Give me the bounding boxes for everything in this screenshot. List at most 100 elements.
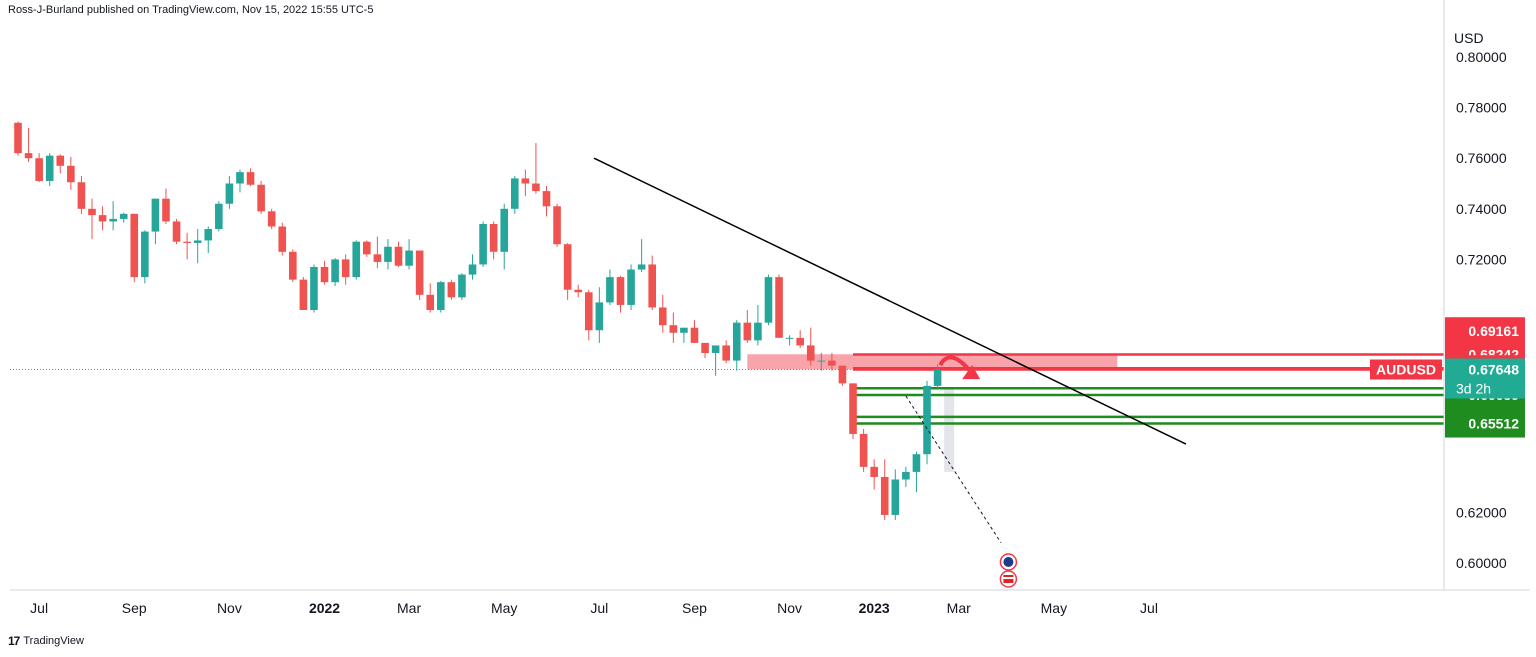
x-tick-label: Nov [217, 600, 242, 616]
candle-body [331, 259, 339, 283]
candle-body [204, 229, 213, 241]
x-tick-label: Mar [947, 600, 971, 616]
candle-body [489, 223, 498, 252]
dashed-trendline [905, 395, 1002, 544]
candle-body [77, 182, 86, 209]
candle-body [637, 264, 646, 270]
candle-body [817, 360, 826, 362]
candle-body [278, 226, 287, 252]
candle-body [109, 218, 117, 222]
candle-body [785, 337, 794, 339]
candle-body [933, 369, 942, 386]
symbol-badge [1370, 359, 1442, 380]
trendline [593, 157, 1187, 445]
candle-body [299, 279, 308, 310]
candle-body [690, 327, 699, 343]
symbol-label: AUDUSD [1376, 362, 1436, 378]
y-tick-label: 0.78000 [1456, 100, 1507, 116]
candle-body [320, 266, 329, 283]
candle-body [415, 250, 424, 295]
red-arrowhead-icon [962, 365, 981, 380]
y-tick-label: 0.62000 [1456, 504, 1507, 520]
y-tick-label: 0.60000 [1456, 555, 1507, 571]
candle-body [616, 277, 625, 305]
candle-body [98, 215, 107, 222]
candle-body [606, 277, 614, 303]
y-tick-label: 0.80000 [1456, 49, 1507, 65]
x-tick-label: Jul [590, 600, 608, 616]
candle-body [162, 198, 170, 222]
candle-body [246, 172, 255, 185]
candle-body [923, 385, 931, 455]
candle-body [373, 254, 382, 262]
candle-body [151, 198, 160, 232]
candle-body [289, 251, 297, 280]
countdown-text: 3d 2h [1456, 381, 1491, 397]
publisher-info: Ross-J-Burland published on TradingView.… [8, 4, 374, 16]
candle-body [225, 183, 234, 204]
candle-body [754, 322, 762, 341]
candle-body [24, 153, 33, 159]
candle-body [88, 208, 96, 216]
candle-body [701, 342, 709, 354]
candle-body [183, 241, 191, 243]
candle-body [45, 155, 54, 181]
price-label-text: 0.65512 [1468, 416, 1519, 432]
candle-body [479, 223, 487, 265]
candle-body [352, 241, 361, 278]
candle-body [510, 178, 519, 209]
candle-body [796, 337, 804, 346]
candle-body [215, 203, 223, 230]
candle-body [806, 345, 815, 361]
candle-body [14, 122, 22, 154]
candle-body [56, 155, 65, 166]
y-tick-label: 0.74000 [1456, 201, 1507, 217]
candle-body [67, 165, 75, 183]
candle-body [658, 307, 667, 326]
candle-body [193, 240, 202, 243]
usa-flag-stripe [1003, 577, 1014, 579]
candle-body [828, 360, 836, 366]
current-price-badge [1445, 358, 1525, 399]
candle-body [912, 454, 921, 472]
candle-body [680, 327, 688, 333]
x-tick-label: Sep [122, 600, 147, 616]
candle-body [458, 274, 466, 298]
candle-body [384, 246, 392, 262]
candle-body [141, 231, 149, 278]
candle-body [627, 269, 635, 305]
price-labels-layer: 0.691610.682420.677000.669050.666390.657… [1370, 317, 1525, 438]
x-tick-label: 2023 [859, 600, 890, 616]
tradingview-footer[interactable]: 17 TradingView [8, 634, 84, 648]
y-tick-label: 0.76000 [1456, 150, 1507, 166]
candle-body [310, 266, 318, 310]
candle-body [743, 322, 752, 341]
candle-body [902, 471, 910, 480]
candle-body [859, 433, 868, 467]
candle-body [595, 302, 604, 331]
x-tick-label: 2022 [309, 600, 340, 616]
candle-body [267, 211, 276, 227]
candle-body [870, 466, 878, 477]
candle-body [722, 345, 730, 361]
x-tick-label: May [1041, 600, 1067, 616]
candle-body [563, 244, 572, 290]
candle-body [891, 479, 900, 515]
candle-body [838, 365, 847, 384]
price-label-box [1445, 409, 1525, 438]
x-tick-label: Nov [777, 600, 802, 616]
candle-body [521, 178, 530, 184]
candle-body [849, 383, 857, 434]
candle-body [775, 277, 783, 338]
red-arrow-icon [938, 355, 972, 373]
candle-body [584, 292, 593, 331]
candle-body [669, 325, 678, 333]
candle-body [764, 277, 773, 323]
x-tick-label: Jul [30, 600, 48, 616]
resistance-zone-layer [747, 354, 1118, 472]
candle-body [532, 183, 540, 192]
candle-body [437, 282, 445, 310]
drawings-layer [593, 157, 1187, 588]
candles-layer [14, 121, 942, 520]
